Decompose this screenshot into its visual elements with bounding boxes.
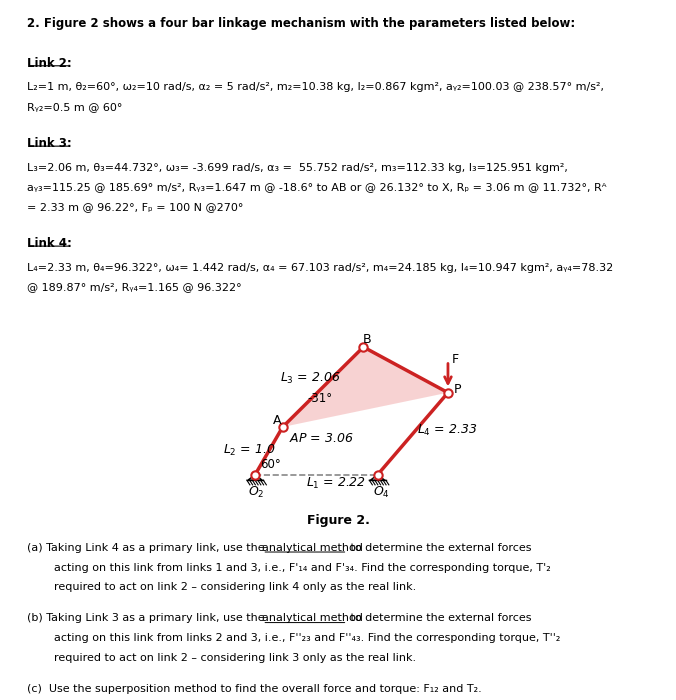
Text: $L_4$ = 2.33: $L_4$ = 2.33	[417, 423, 477, 438]
Text: Link 4:: Link 4:	[27, 237, 72, 250]
Text: required to act on link 2 – considering link 4 only as the real link.: required to act on link 2 – considering …	[54, 582, 416, 592]
Text: 2. Figure 2 shows a four bar linkage mechanism with the parameters listed below:: 2. Figure 2 shows a four bar linkage mec…	[27, 18, 575, 31]
Text: @ 189.87° m/s², Rᵧ₄=1.165 @ 96.322°: @ 189.87° m/s², Rᵧ₄=1.165 @ 96.322°	[27, 282, 241, 292]
Polygon shape	[283, 347, 448, 427]
Text: A: A	[272, 414, 281, 427]
Text: $O_2$: $O_2$	[249, 484, 265, 500]
Text: $L_1$ = 2.22: $L_1$ = 2.22	[306, 476, 366, 491]
Text: 60°: 60°	[260, 458, 281, 471]
Text: to determine the external forces: to determine the external forces	[347, 543, 532, 553]
Text: (a) Taking Link 4 as a primary link, use the: (a) Taking Link 4 as a primary link, use…	[27, 543, 268, 553]
Text: $AP$ = 3.06: $AP$ = 3.06	[289, 433, 354, 445]
Text: P: P	[454, 383, 461, 395]
Text: (b) Taking Link 3 as a primary link, use the: (b) Taking Link 3 as a primary link, use…	[27, 613, 268, 624]
Text: analytical method: analytical method	[262, 613, 363, 624]
Text: Link 2:: Link 2:	[27, 57, 72, 70]
Text: acting on this link from links 2 and 3, i.e., F''₂₃ and F''₄₃. Find the correspo: acting on this link from links 2 and 3, …	[54, 633, 560, 643]
Text: aᵧ₃=115.25 @ 185.69° m/s², Rᵧ₃=1.647 m @ -18.6° to AB or @ 26.132° to X, Rₚ = 3.: aᵧ₃=115.25 @ 185.69° m/s², Rᵧ₃=1.647 m @…	[27, 182, 606, 192]
Text: $L_3$ = 2.06: $L_3$ = 2.06	[280, 370, 341, 386]
Text: to determine the external forces: to determine the external forces	[347, 613, 532, 624]
Text: Figure 2.: Figure 2.	[306, 514, 370, 526]
Text: L₄=2.33 m, θ₄=96.322°, ω₄= 1.442 rad/s, α₄ = 67.103 rad/s², m₄=24.185 kg, I₄=10.: L₄=2.33 m, θ₄=96.322°, ω₄= 1.442 rad/s, …	[27, 262, 613, 272]
Text: Link 3:: Link 3:	[27, 137, 72, 150]
Text: = 2.33 m @ 96.22°, Fₚ = 100 N @270°: = 2.33 m @ 96.22°, Fₚ = 100 N @270°	[27, 202, 243, 211]
Text: required to act on link 2 – considering link 3 only as the real link.: required to act on link 2 – considering …	[54, 652, 416, 663]
Text: F: F	[452, 354, 458, 366]
Text: L₃=2.06 m, θ₃=44.732°, ω₃= -3.699 rad/s, α₃ =  55.752 rad/s², m₃=112.33 kg, I₃=1: L₃=2.06 m, θ₃=44.732°, ω₃= -3.699 rad/s,…	[27, 162, 568, 172]
Text: L₂=1 m, θ₂=60°, ω₂=10 rad/s, α₂ = 5 rad/s², m₂=10.38 kg, I₂=0.867 kgm², aᵧ₂=100.: L₂=1 m, θ₂=60°, ω₂=10 rad/s, α₂ = 5 rad/…	[27, 82, 604, 92]
Text: analytical method: analytical method	[262, 543, 363, 553]
Text: $L_2$ = 1.0: $L_2$ = 1.0	[223, 442, 276, 458]
Text: acting on this link from links 1 and 3, i.e., F'₁₄ and F'₃₄. Find the correspond: acting on this link from links 1 and 3, …	[54, 563, 551, 573]
Text: $O_4$: $O_4$	[373, 484, 390, 500]
Text: B: B	[362, 333, 371, 346]
Text: Rᵧ₂=0.5 m @ 60°: Rᵧ₂=0.5 m @ 60°	[27, 102, 122, 112]
Text: (c)  Use the superposition method to find the overall force and torque: F₁₂ and : (c) Use the superposition method to find…	[27, 684, 482, 694]
Text: -31°: -31°	[308, 393, 333, 405]
